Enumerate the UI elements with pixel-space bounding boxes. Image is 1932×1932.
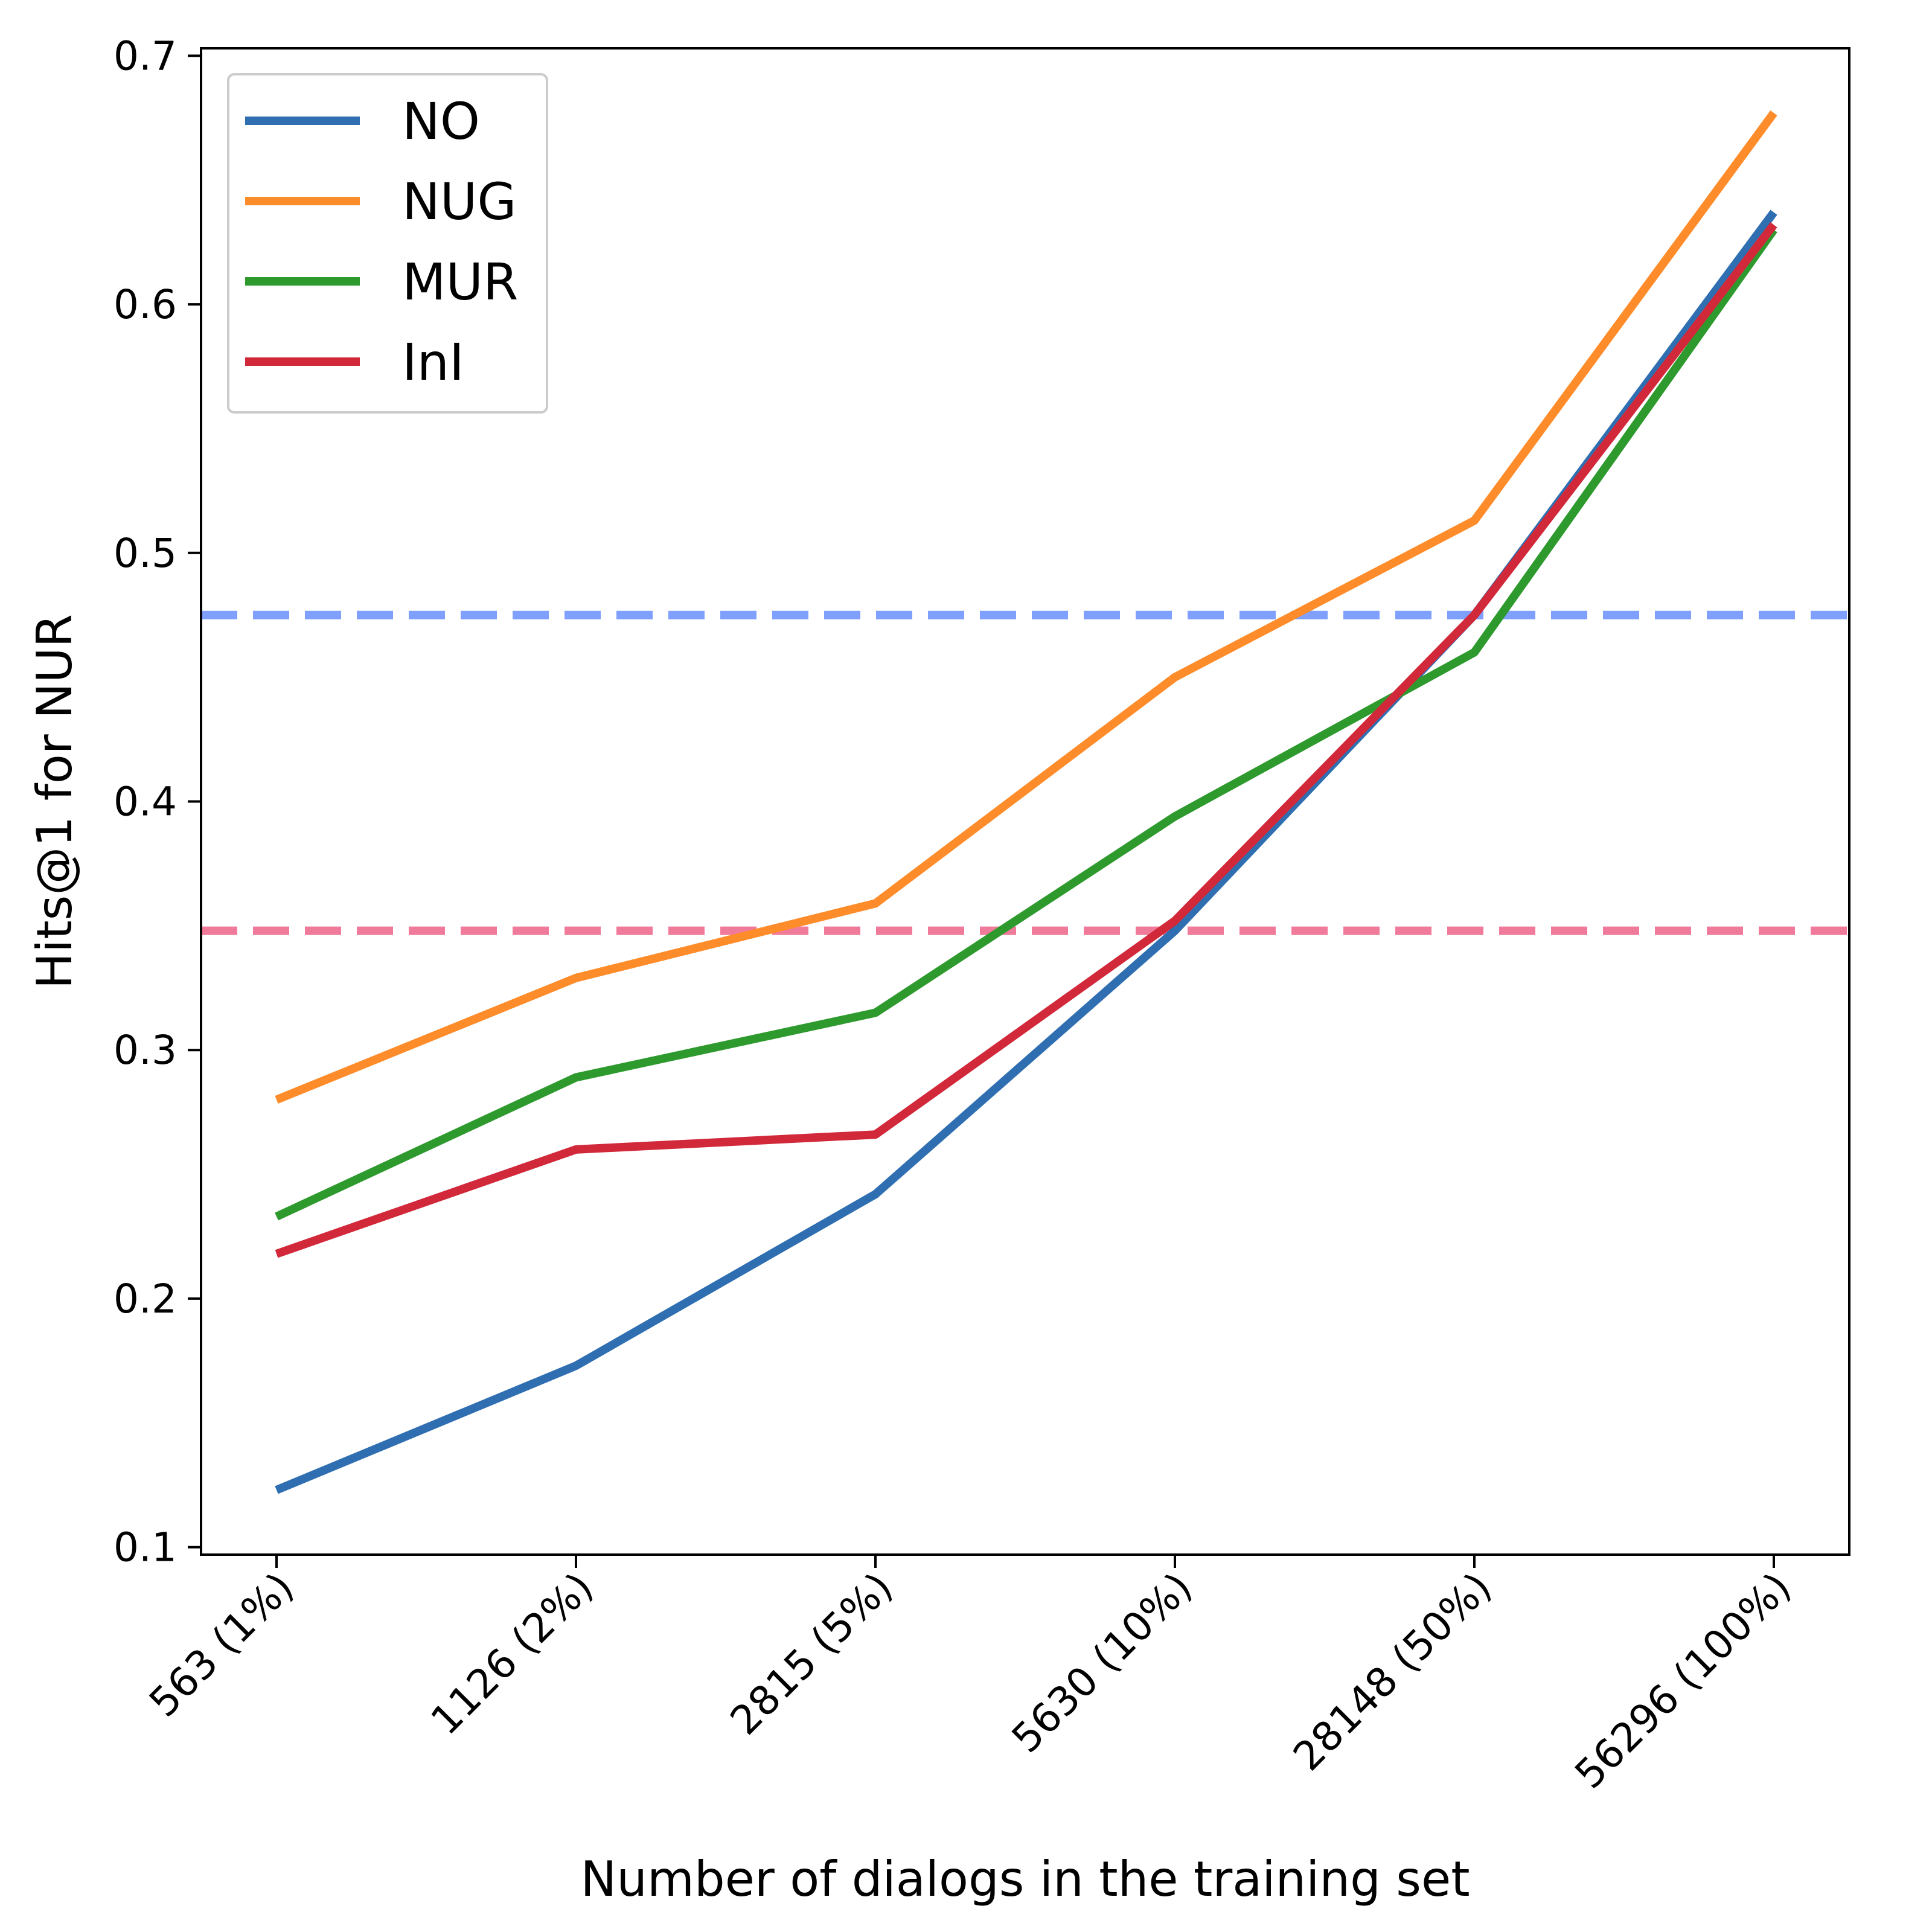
y-axis-ticks: 0.1 0.2 0.3 0.4 0.5 0.6 0.7 — [114, 33, 201, 1571]
legend-label-mur: MUR — [402, 252, 518, 312]
x-axis-label: Number of dialogs in the training set — [580, 1851, 1470, 1907]
series-lines — [275, 110, 1777, 1494]
legend-label-ini: InI — [402, 333, 464, 392]
y-tick-label: 0.1 — [114, 1524, 177, 1571]
x-tick-label: 56296 (100%) — [1566, 1564, 1800, 1798]
x-tick-label: 2815 (5%) — [721, 1564, 902, 1744]
y-tick-label: 0.4 — [114, 779, 177, 825]
y-tick-label: 0.7 — [114, 33, 177, 79]
x-tick-label: 563 (1%) — [141, 1564, 303, 1726]
reference-lines — [201, 610, 1849, 935]
series-line-nug — [275, 110, 1777, 1104]
legend-label-nug: NUG — [402, 172, 516, 231]
series-line-mur — [275, 227, 1777, 1221]
y-tick-label: 0.6 — [114, 281, 177, 328]
y-tick-label: 0.2 — [114, 1276, 177, 1322]
series-line-ini — [275, 222, 1777, 1258]
y-tick-label: 0.3 — [114, 1027, 177, 1073]
legend: NO NUG MUR InI — [227, 73, 548, 414]
x-tick-label: 1126 (2%) — [422, 1564, 603, 1744]
x-tick-label: 5630 (10%) — [1003, 1564, 1201, 1762]
legend-label-no: NO — [402, 92, 480, 151]
legend-box — [227, 73, 548, 414]
y-tick-label: 0.5 — [114, 530, 177, 577]
y-axis-label: Hits@1 for NUR — [27, 614, 83, 989]
x-axis-ticks: 563 (1%) 1126 (2%) 2815 (5%) 5630 (10%) 2814… — [141, 1555, 1800, 1797]
x-tick-label: 28148 (50%) — [1284, 1564, 1500, 1780]
